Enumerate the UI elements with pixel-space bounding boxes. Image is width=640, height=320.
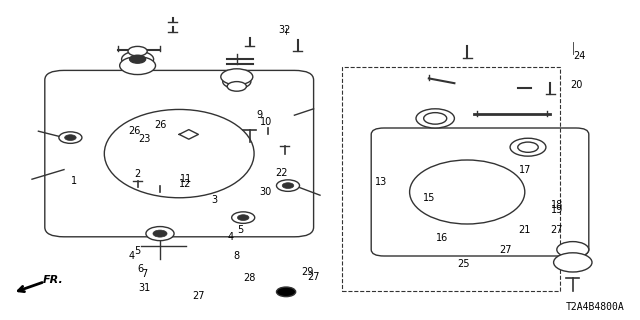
Circle shape xyxy=(232,212,255,223)
Text: 21: 21 xyxy=(518,225,531,236)
Circle shape xyxy=(237,215,249,220)
Text: 12: 12 xyxy=(179,179,192,189)
Text: 7: 7 xyxy=(141,268,147,279)
Circle shape xyxy=(227,82,246,91)
Text: 1: 1 xyxy=(70,176,77,186)
Circle shape xyxy=(554,253,592,272)
Text: 25: 25 xyxy=(458,259,470,269)
Circle shape xyxy=(120,57,156,75)
Text: 6: 6 xyxy=(138,264,144,274)
Text: 3: 3 xyxy=(211,195,218,205)
Text: 10: 10 xyxy=(259,116,272,127)
Text: 27: 27 xyxy=(192,291,205,301)
Text: 31: 31 xyxy=(138,283,150,293)
Circle shape xyxy=(276,287,296,297)
Circle shape xyxy=(276,180,300,191)
Circle shape xyxy=(59,132,82,143)
Text: 32: 32 xyxy=(278,25,291,36)
Text: 27: 27 xyxy=(550,225,563,236)
Text: 27: 27 xyxy=(307,272,320,282)
Circle shape xyxy=(510,138,546,156)
Text: 28: 28 xyxy=(243,273,256,284)
Text: 22: 22 xyxy=(275,168,288,178)
Text: 24: 24 xyxy=(573,51,586,61)
Text: 17: 17 xyxy=(518,164,531,175)
Circle shape xyxy=(129,55,146,63)
Circle shape xyxy=(146,227,174,241)
Circle shape xyxy=(153,230,167,237)
Circle shape xyxy=(424,113,447,124)
Text: 8: 8 xyxy=(234,251,240,261)
Text: 20: 20 xyxy=(570,80,582,90)
Text: 15: 15 xyxy=(422,193,435,204)
Circle shape xyxy=(65,135,76,140)
Text: 23: 23 xyxy=(138,134,150,144)
Text: 27: 27 xyxy=(499,244,512,255)
Text: 26: 26 xyxy=(154,120,166,130)
Circle shape xyxy=(518,142,538,152)
Circle shape xyxy=(223,75,251,89)
Circle shape xyxy=(416,109,454,128)
Circle shape xyxy=(221,69,253,85)
Ellipse shape xyxy=(104,109,254,198)
Text: 29: 29 xyxy=(301,267,314,277)
Text: 19: 19 xyxy=(550,204,563,215)
Bar xyxy=(342,67,560,291)
Text: 26: 26 xyxy=(128,126,141,136)
Text: 30: 30 xyxy=(259,187,272,197)
Text: 2: 2 xyxy=(134,169,141,180)
Circle shape xyxy=(128,46,147,56)
Text: 16: 16 xyxy=(435,233,448,244)
Text: 13: 13 xyxy=(374,177,387,188)
Text: 9: 9 xyxy=(256,110,262,120)
Text: 5: 5 xyxy=(237,225,243,236)
Circle shape xyxy=(557,242,589,258)
Text: 11: 11 xyxy=(179,174,192,184)
Text: 4: 4 xyxy=(128,251,134,261)
Text: FR.: FR. xyxy=(43,275,63,285)
Text: T2A4B4800A: T2A4B4800A xyxy=(565,302,624,312)
Text: 5: 5 xyxy=(134,246,141,256)
Circle shape xyxy=(282,183,294,188)
Ellipse shape xyxy=(410,160,525,224)
Text: 4: 4 xyxy=(227,232,234,242)
Circle shape xyxy=(122,51,154,67)
Text: 18: 18 xyxy=(550,200,563,210)
